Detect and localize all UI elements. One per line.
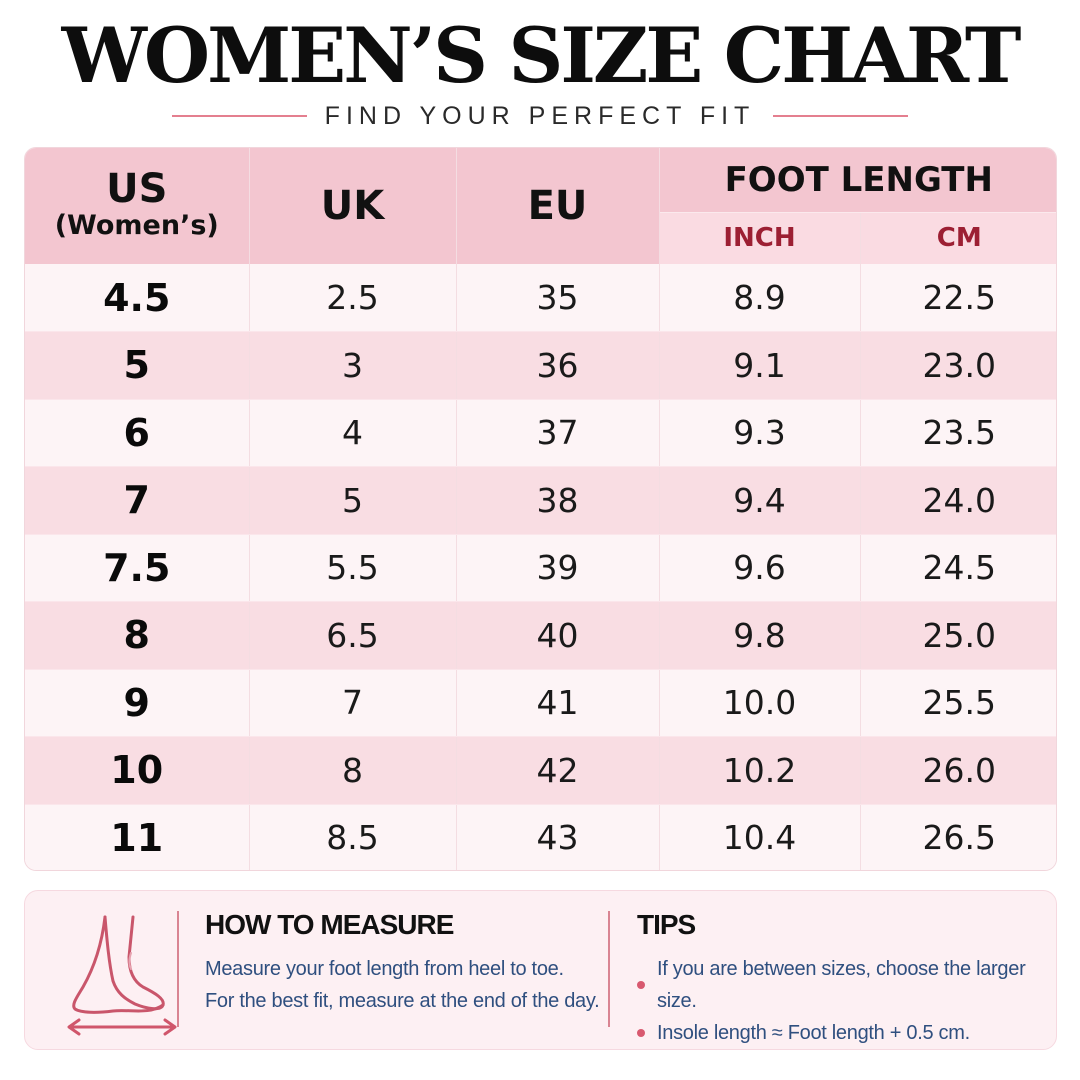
info-divider-right: [608, 911, 610, 1027]
cell-inch: 9.3: [659, 399, 861, 467]
table-row: 9 7 41 10.0 25.5: [25, 669, 1056, 737]
header-inch: INCH: [659, 212, 861, 264]
bullet-dot-icon: [637, 981, 645, 989]
cell-eu: 40: [456, 601, 660, 670]
cell-cm: 26.5: [860, 804, 1056, 870]
header-foot-length: FOOT LENGTH: [659, 148, 1056, 213]
cell-eu: 37: [456, 399, 660, 467]
cell-eu: 38: [456, 466, 660, 535]
tip-text: Insole length ≈ Foot length + 0.5 cm.: [657, 1022, 970, 1044]
cell-eu: 35: [456, 264, 660, 332]
cell-uk: 3: [249, 331, 457, 400]
cell-eu: 41: [456, 669, 660, 737]
cell-cm: 24.0: [860, 466, 1056, 535]
cell-us: 4.5: [25, 264, 250, 332]
header-cm: CM: [860, 212, 1056, 264]
cell-inch: 8.9: [659, 264, 861, 332]
cell-cm: 24.5: [860, 534, 1056, 602]
cell-cm: 22.5: [860, 264, 1056, 332]
cell-uk: 2.5: [249, 264, 457, 332]
header-uk: UK: [249, 148, 457, 264]
bullet-dot-icon: [637, 1029, 645, 1037]
table-row: 11 8.5 43 10.4 26.5: [25, 804, 1056, 870]
page-title: WOMEN’S SIZE CHART: [61, 11, 1022, 100]
tip-text: If you are between sizes, choose the lar…: [657, 958, 1026, 1012]
cell-inch: 10.4: [659, 804, 861, 870]
cell-cm: 25.0: [860, 601, 1056, 670]
how-to-measure-text: Measure your foot length from heel to to…: [205, 953, 605, 1017]
size-table-body: 4.5 2.5 35 8.9 22.5 5 3 36 9.1 23.0 6 4 …: [25, 264, 1056, 870]
header-us-sublabel: (Women’s): [54, 210, 219, 241]
cell-uk: 8: [249, 736, 457, 805]
cell-eu: 43: [456, 804, 660, 870]
cell-cm: 25.5: [860, 669, 1056, 737]
tip-item: Insole length ≈ Foot length + 0.5 cm.: [637, 1017, 1047, 1049]
cell-uk: 6.5: [249, 601, 457, 670]
cell-us: 5: [25, 331, 250, 400]
cell-uk: 7: [249, 669, 457, 737]
cell-inch: 9.1: [659, 331, 861, 400]
cell-eu: 36: [456, 331, 660, 400]
cell-us: 8: [25, 601, 250, 670]
cell-inch: 10.2: [659, 736, 861, 805]
header-us-label: US: [106, 166, 168, 212]
subtitle: FIND YOUR PERFECT FIT: [324, 101, 756, 130]
cell-inch: 9.8: [659, 601, 861, 670]
cell-eu: 39: [456, 534, 660, 602]
subtitle-line-left: [171, 115, 307, 117]
header-eu: EU: [456, 148, 660, 264]
cell-us: 11: [25, 804, 250, 870]
cell-uk: 5.5: [249, 534, 457, 602]
subtitle-line-right: [773, 115, 909, 117]
cell-us: 7.5: [25, 534, 250, 602]
cell-inch: 9.4: [659, 466, 861, 535]
cell-us: 6: [25, 399, 250, 467]
cell-uk: 5: [249, 466, 457, 535]
foot-measure-icon: [67, 915, 177, 1036]
info-box: HOW TO MEASURE Measure your foot length …: [24, 890, 1057, 1050]
how-to-measure-line: Measure your foot length from heel to to…: [205, 958, 564, 980]
cell-inch: 9.6: [659, 534, 861, 602]
table-row: 7 5 38 9.4 24.0: [25, 466, 1056, 535]
cell-us: 9: [25, 669, 250, 737]
cell-cm: 23.0: [860, 331, 1056, 400]
how-to-measure-title: HOW TO MEASURE: [205, 909, 454, 940]
cell-eu: 42: [456, 736, 660, 805]
subtitle-row: FIND YOUR PERFECT FIT: [0, 100, 1080, 132]
cell-us: 7: [25, 466, 250, 535]
table-row: 10 8 42 10.2 26.0: [25, 736, 1056, 805]
how-to-measure-line: For the best fit, measure at the end of …: [205, 990, 600, 1012]
cell-cm: 23.5: [860, 399, 1056, 467]
table-row: 6 4 37 9.3 23.5: [25, 399, 1056, 467]
cell-inch: 10.0: [659, 669, 861, 737]
size-table: US (Women’s) UK EU FOOT LENGTH INCH CM 4…: [25, 148, 1056, 870]
tips-list: If you are between sizes, choose the lar…: [637, 953, 1047, 1049]
table-row: 4.5 2.5 35 8.9 22.5: [25, 264, 1056, 332]
cell-uk: 8.5: [249, 804, 457, 870]
info-divider-left: [177, 911, 179, 1027]
tip-item: If you are between sizes, choose the lar…: [637, 953, 1047, 1017]
size-table-container: US (Women’s) UK EU FOOT LENGTH INCH CM 4…: [24, 147, 1057, 871]
table-row: 5 3 36 9.1 23.0: [25, 331, 1056, 400]
cell-us: 10: [25, 736, 250, 805]
cell-uk: 4: [249, 399, 457, 467]
tips-title: TIPS: [637, 909, 696, 940]
table-row: 7.5 5.5 39 9.6 24.5: [25, 534, 1056, 602]
header-us: US (Women’s): [25, 148, 250, 264]
cell-cm: 26.0: [860, 736, 1056, 805]
table-row: 8 6.5 40 9.8 25.0: [25, 601, 1056, 670]
